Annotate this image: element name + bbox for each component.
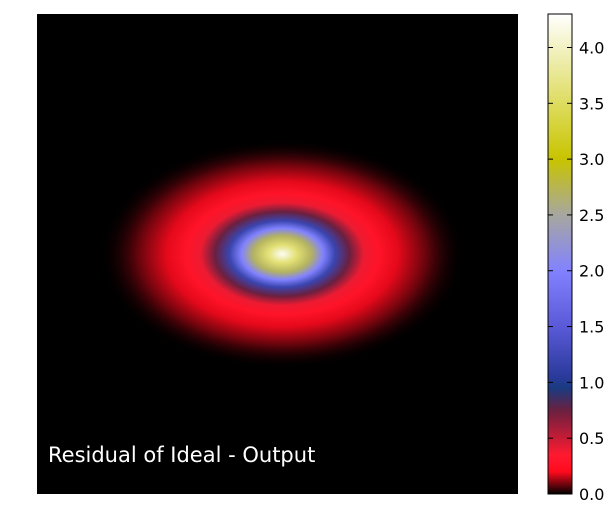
colorbar-tick-label: 4.0	[579, 38, 604, 57]
colorbar-tick-label: 2.0	[579, 262, 604, 281]
colorbar-tick-label: 0.0	[579, 485, 604, 504]
intensity-ring-pattern	[99, 139, 466, 369]
colorbar-tick-label: 3.5	[579, 94, 604, 113]
colorbar-tick-label: 2.5	[579, 206, 604, 225]
colorbar-tick-label: 3.0	[579, 150, 604, 169]
colorbar-tick-label: 1.5	[579, 318, 604, 337]
colorbar-tick-label: 1.0	[579, 373, 604, 392]
plot-annotation: Residual of Ideal - Output	[48, 443, 315, 467]
colorbar-tick-label: 0.5	[579, 429, 604, 448]
colorbar-ticks: 0.0 0.5 1.0 1.5 2.0 2.5 3.0 3.5 4.0	[548, 38, 604, 504]
heatmap-axes: Residual of Ideal - Output	[37, 14, 518, 494]
colorbar-gradient-bar	[547, 13, 573, 495]
colorbar: 0.0 0.5 1.0 1.5 2.0 2.5 3.0 3.5 4.0	[547, 13, 604, 504]
